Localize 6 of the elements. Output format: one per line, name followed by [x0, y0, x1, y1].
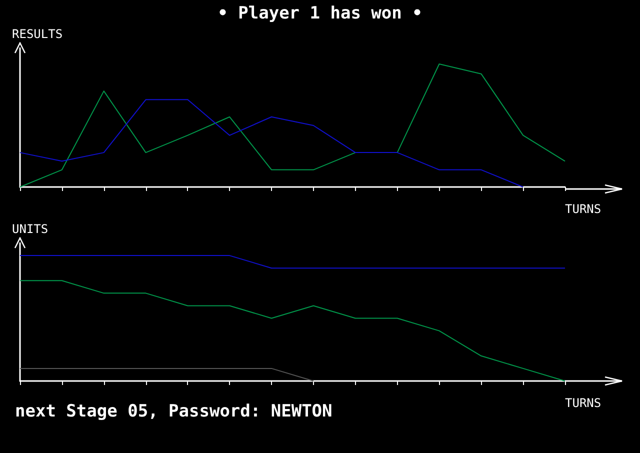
y-axis-title: UNITS [12, 222, 48, 236]
x-axis-title: TURNS [565, 202, 602, 216]
text: next Stage 05, Password: NEWTON [15, 402, 332, 422]
x-axis-title: TURNS [565, 396, 602, 410]
chart-title: • Player 1 has won • [218, 4, 422, 24]
y-axis-title: RESULTS [12, 27, 63, 41]
